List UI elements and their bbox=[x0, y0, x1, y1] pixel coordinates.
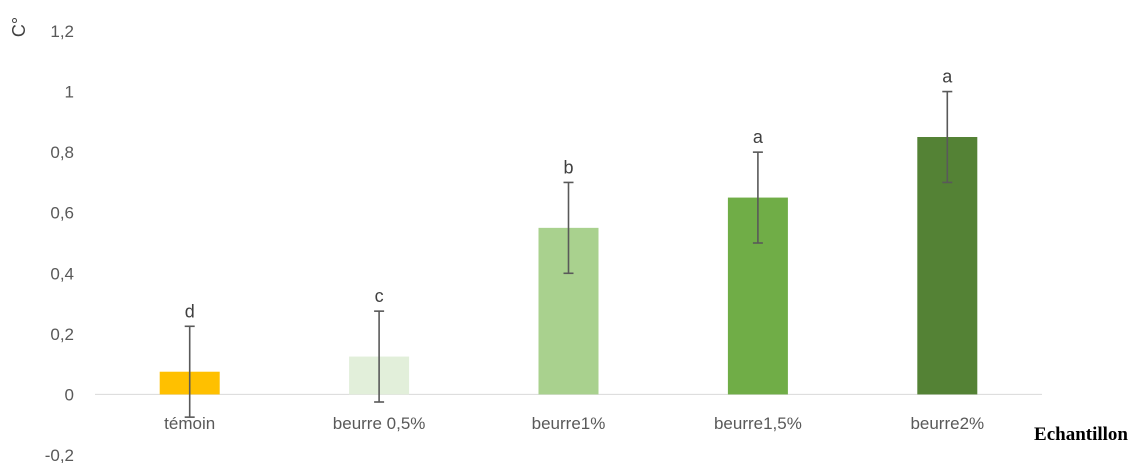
x-axis-label: Echantillon bbox=[1034, 424, 1128, 445]
error-bar bbox=[942, 90, 953, 184]
error-bar bbox=[184, 325, 195, 418]
significance-letter: a bbox=[942, 67, 953, 87]
significance-letter: a bbox=[753, 127, 764, 147]
x-axis-categories: témoin beurre 0,5% beurre1% beurre1,5% beurr… bbox=[164, 414, 984, 433]
category-label: beurre1% bbox=[532, 414, 606, 433]
significance-letter: c bbox=[375, 286, 384, 306]
y-tick-label: 1 bbox=[65, 83, 74, 102]
y-tick-label: 0 bbox=[65, 385, 74, 404]
significance-letter: b bbox=[563, 157, 573, 177]
error-bar bbox=[374, 310, 385, 403]
y-tick-label: -0,2 bbox=[45, 446, 74, 463]
category-label: beurre 0,5% bbox=[333, 414, 426, 433]
y-tick-label: 0,4 bbox=[50, 264, 74, 283]
y-tick-label: 1,2 bbox=[50, 22, 74, 41]
category-label: beurre2% bbox=[910, 414, 984, 433]
category-label: beurre1,5% bbox=[714, 414, 802, 433]
y-tick-label: 0,8 bbox=[50, 143, 74, 162]
significance-letters: d c b a a bbox=[185, 67, 954, 322]
y-axis-ticks: -0,2 0 0,2 0,4 0,6 0,8 1 1,2 bbox=[45, 22, 74, 463]
significance-letter: d bbox=[185, 301, 195, 321]
y-tick-label: 0,2 bbox=[50, 325, 74, 344]
error-bar bbox=[752, 151, 763, 244]
error-bar bbox=[563, 181, 574, 275]
error-bars bbox=[184, 90, 953, 418]
category-label: témoin bbox=[164, 414, 215, 433]
y-tick-label: 0,6 bbox=[50, 204, 74, 223]
y-axis-label: C° bbox=[9, 17, 29, 37]
